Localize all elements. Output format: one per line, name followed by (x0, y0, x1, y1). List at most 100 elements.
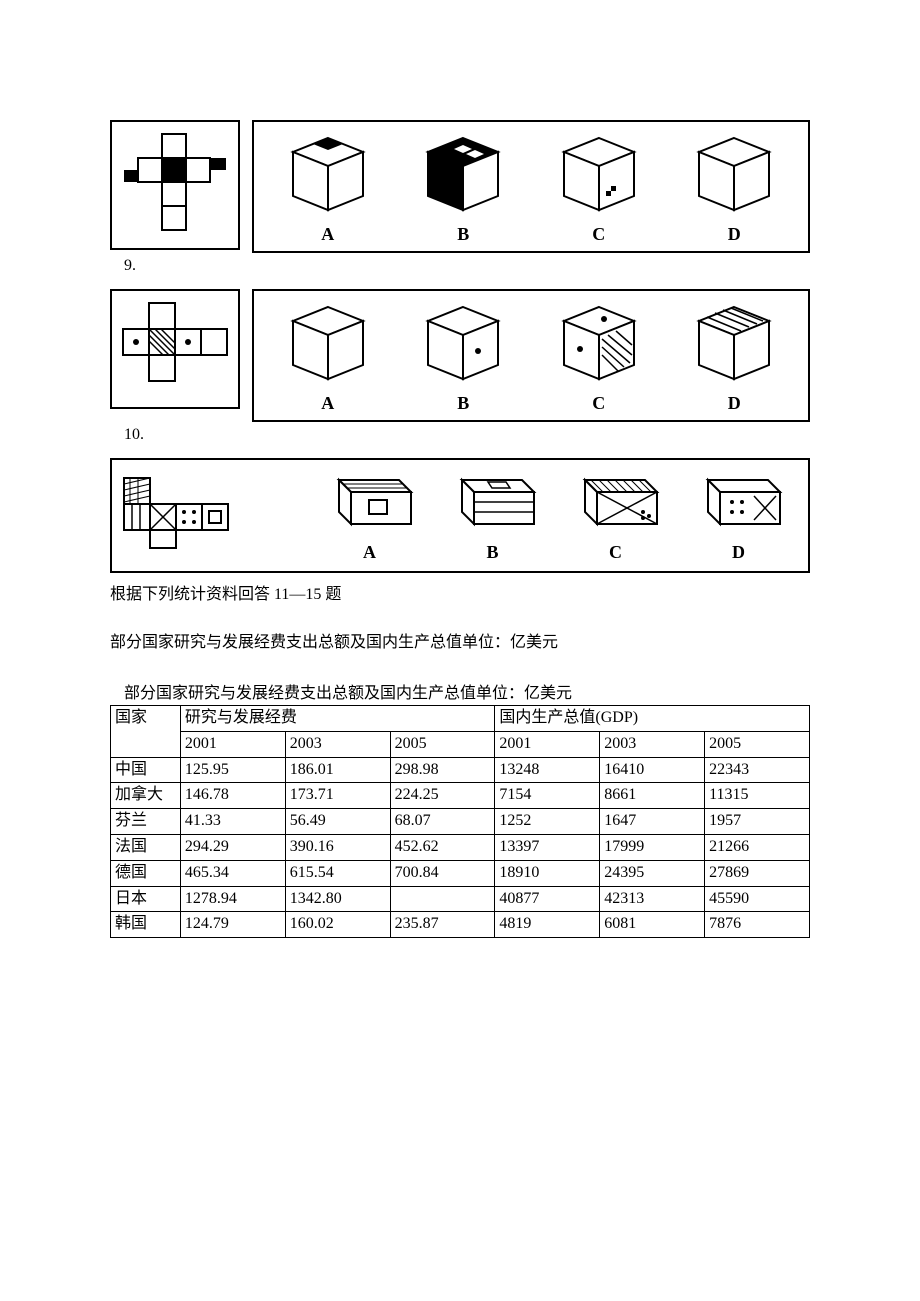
cell: 27869 (705, 860, 810, 886)
th-year-5: 2005 (705, 731, 810, 757)
cell: 17999 (600, 834, 705, 860)
cell: 7154 (495, 783, 600, 809)
th-gdp: 国内生产总值(GDP) (495, 706, 810, 732)
q9-cube-b (418, 299, 508, 389)
cell: 390.16 (285, 834, 390, 860)
q8-label-c: C (592, 224, 605, 245)
q9-option-c: C (554, 299, 644, 414)
cell: 13248 (495, 757, 600, 783)
q9-cube-a (283, 299, 373, 389)
cell: 146.78 (180, 783, 285, 809)
cell: 294.29 (180, 834, 285, 860)
q8-cube-c (554, 130, 644, 220)
q10-label-c: C (609, 542, 622, 563)
cell: 1252 (495, 809, 600, 835)
cell: 56.49 (285, 809, 390, 835)
q10-label-a: A (363, 542, 376, 563)
th-rd: 研究与发展经费 (180, 706, 495, 732)
q8-option-d: D (689, 130, 779, 245)
table-title: 部分国家研究与发展经费支出总额及国内生产总值单位：亿美元 (124, 679, 810, 703)
q10-option-a: A (325, 468, 415, 563)
q10-label-d: D (732, 542, 745, 563)
cell: 1647 (600, 809, 705, 835)
cell: 7876 (705, 912, 810, 938)
cell: 235.87 (390, 912, 495, 938)
cell: 186.01 (285, 757, 390, 783)
table-row: 日本 1278.94 1342.80 40877 42313 45590 (111, 886, 810, 912)
th-year-2: 2005 (390, 731, 495, 757)
q10-cube-d (694, 468, 784, 538)
q10-cube-a (325, 468, 415, 538)
th-year-1: 2003 (285, 731, 390, 757)
cell: 465.34 (180, 860, 285, 886)
cell-country: 芬兰 (111, 809, 181, 835)
cell: 125.95 (180, 757, 285, 783)
cell: 18910 (495, 860, 600, 886)
q8-cube-d (689, 130, 779, 220)
cell-country: 加拿大 (111, 783, 181, 809)
table-row: 德国 465.34 615.54 700.84 18910 24395 2786… (111, 860, 810, 886)
q10-option-d: D (694, 468, 784, 563)
cell-country: 德国 (111, 860, 181, 886)
q9-option-d: D (689, 299, 779, 414)
cell: 1278.94 (180, 886, 285, 912)
q9-net (110, 289, 240, 409)
table-row: 芬兰 41.33 56.49 68.07 1252 1647 1957 (111, 809, 810, 835)
q9-net-svg (119, 299, 231, 399)
q9-option-a: A (283, 299, 373, 414)
cell: 124.79 (180, 912, 285, 938)
q10-number: 10. (124, 426, 810, 444)
question-8-row: A B C (110, 120, 810, 253)
q9-number: 9. (124, 257, 810, 275)
table-row: 韩国 124.79 160.02 235.87 4819 6081 7876 (111, 912, 810, 938)
intro-line-2: 部分国家研究与发展经费支出总额及国内生产总值单位：亿美元 (110, 631, 810, 655)
th-year-4: 2003 (600, 731, 705, 757)
cell: 224.25 (390, 783, 495, 809)
cell: 615.54 (285, 860, 390, 886)
intro-line-1: 根据下列统计资料回答 11—15 题 (110, 583, 810, 607)
cell: 68.07 (390, 809, 495, 835)
cell: 41.33 (180, 809, 285, 835)
q10-net-svg (120, 474, 285, 552)
q9-label-c: C (592, 393, 605, 414)
q10-cube-c (571, 468, 661, 538)
q9-cube-d (689, 299, 779, 389)
q8-option-a: A (283, 130, 373, 245)
q8-cube-a (283, 130, 373, 220)
cell: 8661 (600, 783, 705, 809)
cell: 1957 (705, 809, 810, 835)
cell: 21266 (705, 834, 810, 860)
cell: 6081 (600, 912, 705, 938)
q10-option-c: C (571, 468, 661, 563)
question-10-box: A B (110, 458, 810, 573)
q9-options: A B C (252, 289, 810, 422)
th-country: 国家 (111, 706, 181, 758)
cell: 40877 (495, 886, 600, 912)
cell: 298.98 (390, 757, 495, 783)
cell-country: 法国 (111, 834, 181, 860)
question-9-row: A B C (110, 289, 810, 422)
cell-country: 日本 (111, 886, 181, 912)
q8-label-a: A (321, 224, 334, 245)
cell: 452.62 (390, 834, 495, 860)
q9-label-a: A (321, 393, 334, 414)
cell: 11315 (705, 783, 810, 809)
q8-net (110, 120, 240, 250)
cell: 4819 (495, 912, 600, 938)
q9-label-b: B (457, 393, 469, 414)
cell: 173.71 (285, 783, 390, 809)
table-row: 法国 294.29 390.16 452.62 13397 17999 2126… (111, 834, 810, 860)
th-year-0: 2001 (180, 731, 285, 757)
q10-label-b: B (486, 542, 498, 563)
q8-options: A B C (252, 120, 810, 253)
th-year-3: 2001 (495, 731, 600, 757)
q8-label-d: D (728, 224, 741, 245)
data-table: 国家 研究与发展经费 国内生产总值(GDP) 2001 2003 2005 20… (110, 705, 810, 938)
q8-option-b: B (418, 130, 508, 245)
q9-label-d: D (728, 393, 741, 414)
cell: 1342.80 (285, 886, 390, 912)
q10-option-b: B (448, 468, 538, 563)
cell: 700.84 (390, 860, 495, 886)
cell: 22343 (705, 757, 810, 783)
q10-net (120, 474, 290, 557)
